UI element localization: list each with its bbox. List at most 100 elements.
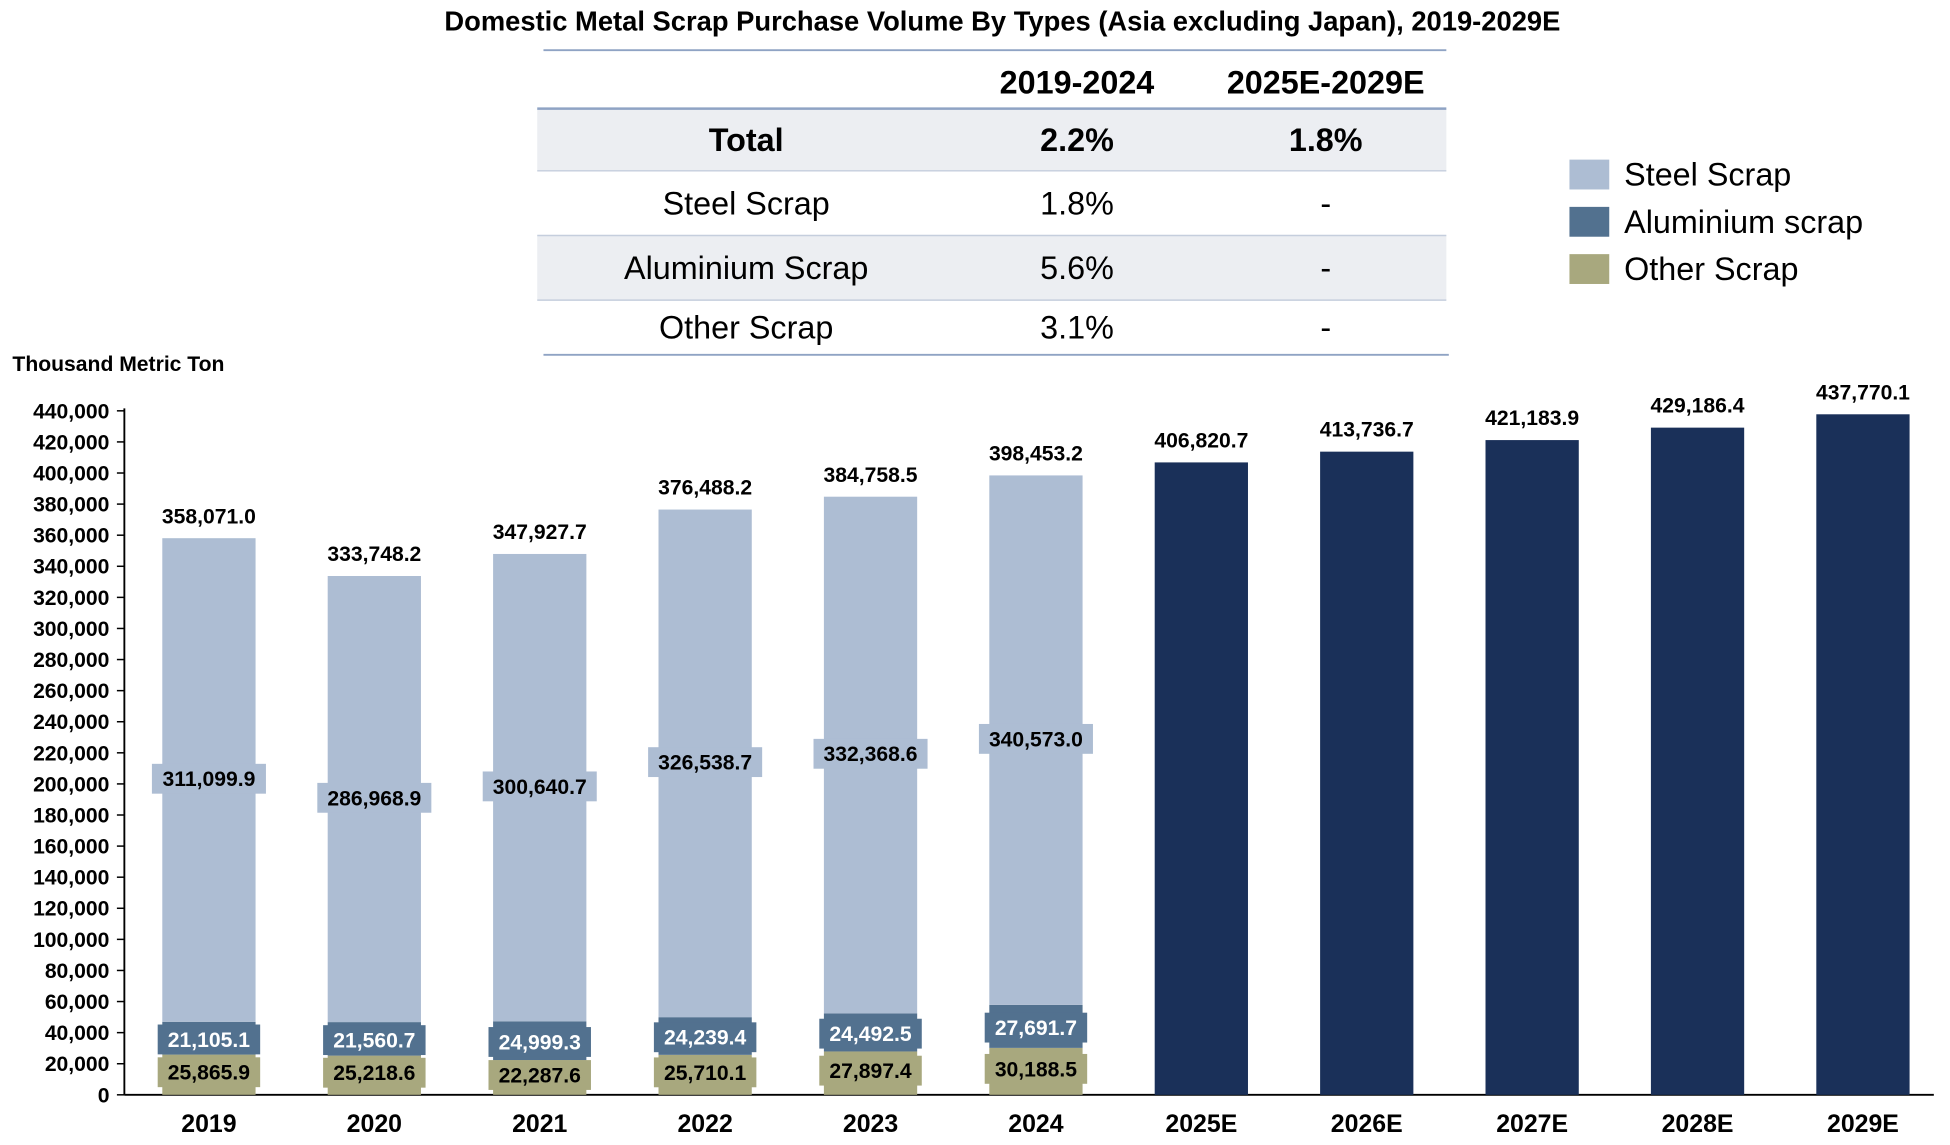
label-aluminium-scrap-bg <box>488 1027 591 1057</box>
label-total: 437,770.1 <box>1816 381 1910 404</box>
y-tick-label: 420,000 <box>33 431 109 454</box>
legend: Steel Scrap Aluminium scrap Other Scrap <box>1569 157 1863 287</box>
label-other-scrap-bg <box>488 1060 591 1090</box>
label-aluminium-scrap-bg <box>653 1022 757 1053</box>
bar-group-2022: 25,710.1 24,239.4 326,538.7 376,488.2 <box>648 477 763 1095</box>
table-cell: Other Scrap <box>659 310 833 346</box>
chart-title: Domestic Metal Scrap Purchase Volume By … <box>444 5 1560 36</box>
label-other-scrap-bg <box>984 1053 1088 1084</box>
label-total: 406,820.7 <box>1154 429 1248 452</box>
bar-group-2023: 27,897.4 24,492.5 332,368.6 384,758.5 <box>813 464 928 1095</box>
axes: 0 20,000 40,000 60,000 80,000 100,000 120,000 1… <box>33 400 1934 1138</box>
label-steel-scrap: 332,368.6 <box>824 743 918 766</box>
label-total: 384,758.5 <box>824 464 918 487</box>
label-total: 358,071.0 <box>162 505 256 528</box>
y-tick-label: 440,000 <box>33 400 109 423</box>
label-aluminium-scrap-bg <box>819 1018 922 1049</box>
y-tick-label: 280,000 <box>33 649 109 672</box>
table-cell: 1.8% <box>1040 185 1114 221</box>
label-steel-scrap: 326,538.7 <box>658 752 752 775</box>
table-cell: Aluminium Scrap <box>624 250 868 286</box>
y-tick-label: 160,000 <box>33 836 109 859</box>
legend-swatch <box>1569 254 1610 284</box>
bar-group-2024: 30,188.5 27,691.7 340,573.0 398,453.2 <box>978 442 1093 1095</box>
y-tick-label: 0 <box>98 1084 110 1107</box>
bar-group-2019: 25,865.9 21,105.1 311,099.9 358,071.0 <box>151 505 266 1095</box>
bar-total-forecast <box>1320 451 1414 1095</box>
label-other-scrap: 27,897.4 <box>829 1060 911 1083</box>
table-header: 2019-2024 <box>1000 65 1155 101</box>
x-tick-label: 2023 <box>843 1110 898 1138</box>
label-steel-scrap: 311,099.9 <box>163 768 256 791</box>
label-other-scrap: 25,865.9 <box>168 1062 250 1085</box>
label-aluminium-scrap: 27,691.7 <box>995 1017 1077 1040</box>
table-cell: 2.2% <box>1040 122 1114 158</box>
bar-total-forecast <box>1816 414 1910 1095</box>
label-total: 429,186.4 <box>1651 395 1745 418</box>
label-other-scrap: 30,188.5 <box>995 1058 1077 1081</box>
label-aluminium-scrap: 21,560.7 <box>333 1030 415 1053</box>
legend-swatch <box>1569 206 1610 237</box>
bar-group-2028E: 429,186.4 <box>1651 395 1745 1095</box>
legend-swatch <box>1569 159 1610 190</box>
label-total: 347,927.7 <box>493 521 587 544</box>
y-tick-label: 300,000 <box>33 618 109 641</box>
label-total: 413,736.7 <box>1320 419 1414 442</box>
y-tick-label: 220,000 <box>33 742 109 765</box>
bar-group-2026E: 413,736.7 <box>1320 419 1414 1095</box>
y-tick-label: 320,000 <box>33 587 109 610</box>
table-row-bg <box>537 108 1447 171</box>
label-other-scrap-bg <box>323 1057 426 1088</box>
table-cell: 5.6% <box>1040 250 1114 286</box>
label-steel-scrap-bg <box>317 782 432 813</box>
x-tick-label: 2028E <box>1662 1110 1734 1138</box>
bar-total-forecast <box>1154 462 1248 1095</box>
y-tick-label: 140,000 <box>33 867 109 890</box>
label-steel-scrap-bg <box>151 763 266 794</box>
label-steel-scrap-bg <box>648 747 763 778</box>
y-axis-label: Thousand Metric Ton <box>12 353 224 376</box>
y-tick-label: 380,000 <box>33 494 109 517</box>
label-other-scrap-bg <box>819 1055 922 1086</box>
label-other-scrap: 22,287.6 <box>499 1064 581 1087</box>
bar-group-2021: 22,287.6 24,999.3 300,640.7 347,927.7 <box>482 521 597 1095</box>
table-cell: Total <box>709 122 784 158</box>
x-tick-label: 2022 <box>677 1110 732 1138</box>
y-tick-label: 240,000 <box>33 711 109 734</box>
label-other-scrap-bg <box>157 1057 261 1088</box>
x-tick-label: 2024 <box>1008 1110 1063 1138</box>
bar-group-2025E: 406,820.7 <box>1154 429 1248 1095</box>
label-total: 421,183.9 <box>1485 407 1579 430</box>
x-tick-label: 2027E <box>1496 1110 1568 1138</box>
y-tick-label: 180,000 <box>33 804 109 827</box>
table-cell: 1.8% <box>1289 122 1363 158</box>
label-total: 333,748.2 <box>327 543 421 566</box>
x-tick-label: 2029E <box>1827 1110 1899 1138</box>
cagr-table: 2019-2024 2025E-2029E Total 2.2% 1.8% Steel S… <box>537 49 1449 356</box>
label-total: 398,453.2 <box>989 442 1083 465</box>
table-cell: - <box>1320 250 1331 286</box>
label-other-scrap: 25,710.1 <box>664 1062 746 1085</box>
label-aluminium-scrap: 24,999.3 <box>499 1031 581 1054</box>
label-steel-scrap-bg <box>482 771 597 802</box>
y-tick-label: 80,000 <box>45 960 110 983</box>
label-total: 376,488.2 <box>658 477 752 500</box>
table-cell: Steel Scrap <box>663 185 830 221</box>
label-aluminium-scrap-bg <box>157 1024 261 1055</box>
bar-group-2020: 25,218.6 21,560.7 286,968.9 333,748.2 <box>317 543 432 1095</box>
label-aluminium-scrap: 21,105.1 <box>168 1029 250 1052</box>
x-tick-label: 2021 <box>512 1110 567 1138</box>
y-tick-label: 340,000 <box>33 556 109 579</box>
bar-group-2027E: 421,183.9 <box>1485 407 1579 1095</box>
label-other-scrap: 25,218.6 <box>333 1062 415 1085</box>
label-steel-scrap: 286,968.9 <box>327 787 421 810</box>
x-tick-label: 2019 <box>181 1110 236 1138</box>
label-aluminium-scrap-bg <box>323 1025 426 1056</box>
y-tick-label: 260,000 <box>33 680 109 703</box>
bars: 25,865.9 21,105.1 311,099.9 358,071.0 25,218… <box>151 381 1910 1095</box>
label-aluminium-scrap: 24,239.4 <box>664 1027 746 1050</box>
x-tick-label: 2026E <box>1331 1110 1403 1138</box>
y-tick-label: 60,000 <box>45 991 110 1014</box>
y-tick-label: 120,000 <box>33 898 109 921</box>
